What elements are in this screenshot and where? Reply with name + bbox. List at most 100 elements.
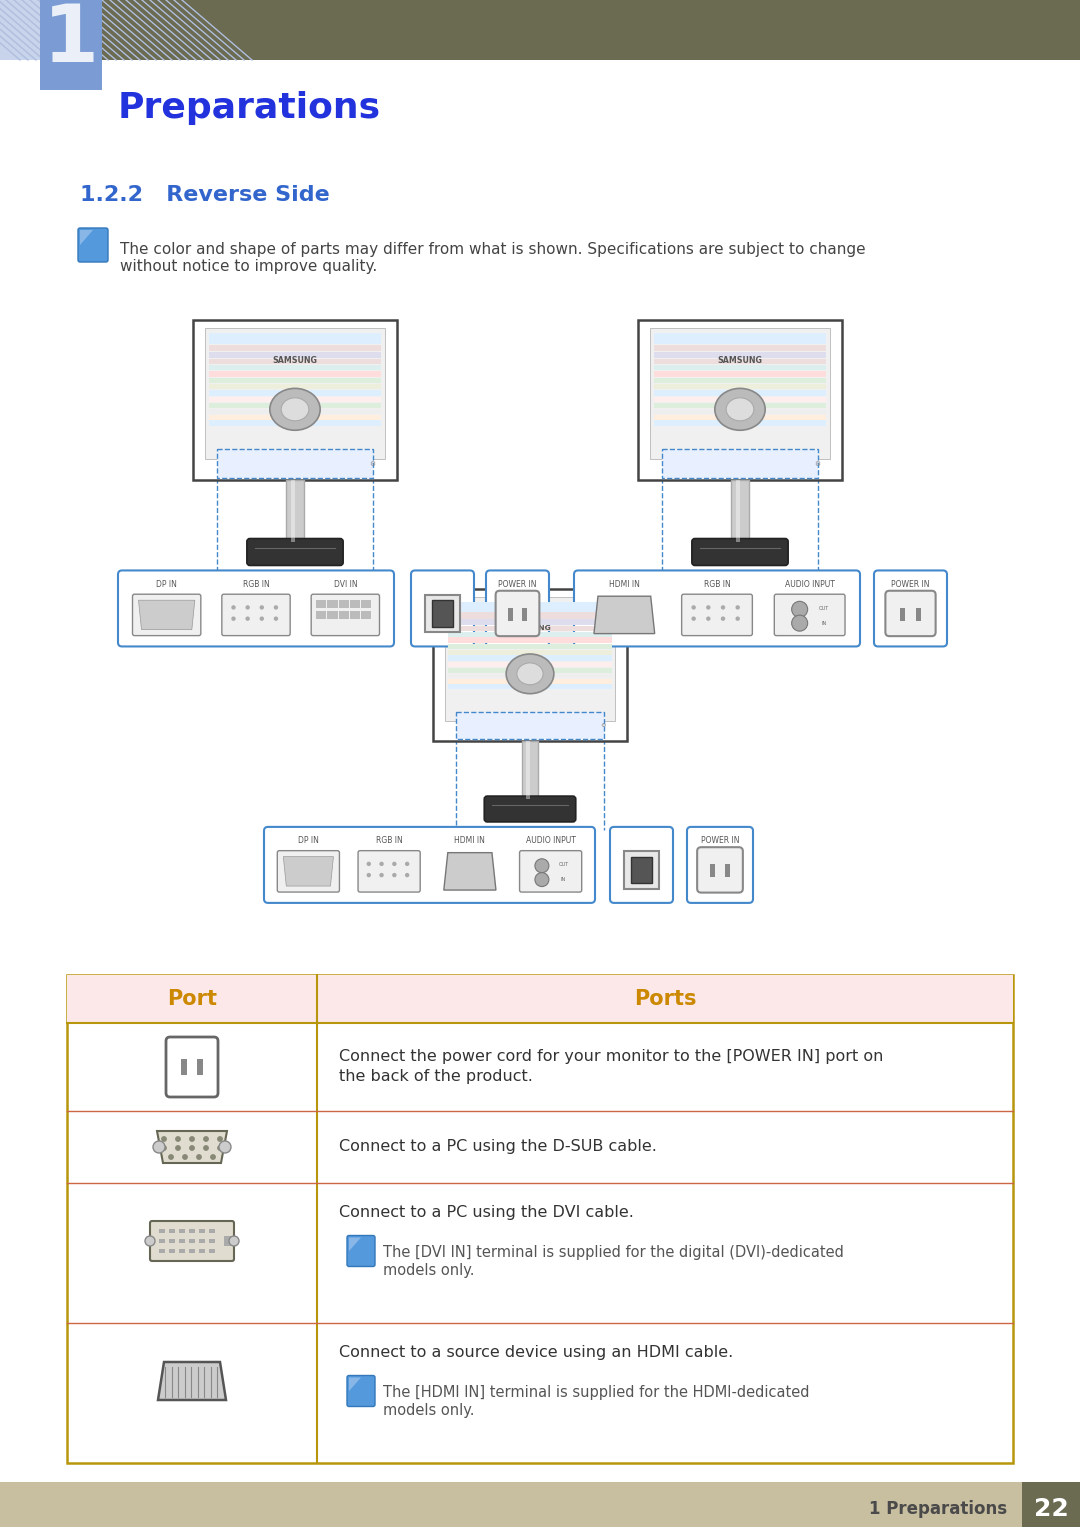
- Bar: [193, 321, 397, 479]
- Polygon shape: [594, 596, 654, 634]
- FancyBboxPatch shape: [150, 1222, 234, 1261]
- Bar: [208, 397, 381, 402]
- Circle shape: [168, 1154, 173, 1159]
- Bar: [217, 449, 373, 478]
- Polygon shape: [283, 857, 334, 886]
- Bar: [67, 976, 1013, 1463]
- Bar: [0, 1483, 1080, 1527]
- FancyBboxPatch shape: [687, 828, 753, 902]
- FancyBboxPatch shape: [496, 591, 539, 637]
- Text: Port: Port: [167, 989, 217, 1009]
- Text: DP IN: DP IN: [298, 837, 319, 846]
- Circle shape: [406, 873, 408, 876]
- Circle shape: [260, 617, 264, 620]
- Circle shape: [367, 863, 370, 866]
- Text: HDMI IN: HDMI IN: [609, 580, 639, 589]
- Circle shape: [176, 1136, 180, 1141]
- Bar: [653, 359, 826, 363]
- Circle shape: [246, 617, 249, 620]
- Circle shape: [219, 1141, 231, 1153]
- Bar: [199, 1238, 205, 1243]
- Bar: [291, 479, 295, 542]
- Polygon shape: [158, 1362, 226, 1400]
- Text: DVI IN: DVI IN: [334, 580, 357, 589]
- Bar: [445, 597, 616, 721]
- Bar: [448, 655, 611, 661]
- Circle shape: [260, 606, 264, 609]
- Bar: [339, 600, 349, 608]
- Circle shape: [692, 617, 696, 620]
- Bar: [653, 420, 826, 426]
- Circle shape: [197, 1154, 201, 1159]
- FancyBboxPatch shape: [698, 847, 743, 893]
- Text: POWER IN: POWER IN: [891, 580, 930, 589]
- Bar: [197, 1060, 203, 1075]
- FancyBboxPatch shape: [359, 851, 420, 892]
- Bar: [653, 414, 826, 420]
- FancyBboxPatch shape: [78, 228, 108, 263]
- Circle shape: [218, 1136, 222, 1141]
- Text: OUT: OUT: [820, 606, 829, 611]
- Circle shape: [792, 615, 808, 631]
- Bar: [448, 620, 611, 626]
- Bar: [327, 611, 338, 618]
- Bar: [457, 712, 604, 739]
- Bar: [731, 479, 748, 542]
- Bar: [900, 608, 905, 621]
- Circle shape: [232, 606, 235, 609]
- Bar: [508, 608, 513, 621]
- Circle shape: [246, 606, 249, 609]
- Bar: [316, 611, 326, 618]
- Bar: [208, 409, 381, 414]
- Text: 22: 22: [1034, 1498, 1068, 1521]
- Text: RGB IN: RGB IN: [376, 837, 403, 846]
- Bar: [631, 857, 652, 883]
- Ellipse shape: [270, 388, 320, 431]
- Text: models only.: models only.: [383, 1263, 474, 1278]
- FancyBboxPatch shape: [610, 828, 673, 902]
- Bar: [522, 741, 538, 799]
- Bar: [168, 1229, 175, 1232]
- Bar: [189, 1238, 195, 1243]
- FancyBboxPatch shape: [774, 594, 845, 635]
- Bar: [179, 1249, 185, 1254]
- FancyBboxPatch shape: [886, 591, 935, 637]
- Text: 1.2.2   Reverse Side: 1.2.2 Reverse Side: [80, 185, 329, 205]
- Text: Connect to a PC using the D-SUB cable.: Connect to a PC using the D-SUB cable.: [339, 1139, 657, 1154]
- Circle shape: [183, 1154, 187, 1159]
- Bar: [208, 420, 381, 426]
- Text: RGB IN: RGB IN: [704, 580, 730, 589]
- Bar: [448, 644, 611, 649]
- FancyBboxPatch shape: [681, 594, 753, 635]
- Circle shape: [190, 1145, 194, 1150]
- Ellipse shape: [517, 663, 543, 684]
- Bar: [448, 680, 611, 684]
- Bar: [448, 612, 611, 618]
- Bar: [448, 602, 611, 612]
- Bar: [339, 611, 349, 618]
- Circle shape: [232, 617, 235, 620]
- Text: ⚙: ⚙: [369, 461, 376, 467]
- Bar: [448, 637, 611, 643]
- Circle shape: [229, 1235, 239, 1246]
- Bar: [199, 1229, 205, 1232]
- Text: POWER IN: POWER IN: [701, 837, 739, 846]
- Bar: [448, 673, 611, 678]
- Circle shape: [190, 1136, 194, 1141]
- Circle shape: [176, 1145, 180, 1150]
- Bar: [522, 608, 527, 621]
- Bar: [448, 632, 611, 637]
- Text: The color and shape of parts may differ from what is shown. Specifications are s: The color and shape of parts may differ …: [120, 241, 866, 275]
- Circle shape: [380, 873, 383, 876]
- Bar: [917, 608, 921, 621]
- Bar: [662, 449, 818, 478]
- Bar: [208, 333, 381, 344]
- Polygon shape: [444, 852, 496, 890]
- Text: RGB IN: RGB IN: [243, 580, 269, 589]
- Polygon shape: [138, 600, 194, 629]
- Circle shape: [792, 602, 808, 617]
- FancyBboxPatch shape: [133, 594, 201, 635]
- Bar: [653, 397, 826, 402]
- Bar: [653, 377, 826, 383]
- Bar: [653, 403, 826, 408]
